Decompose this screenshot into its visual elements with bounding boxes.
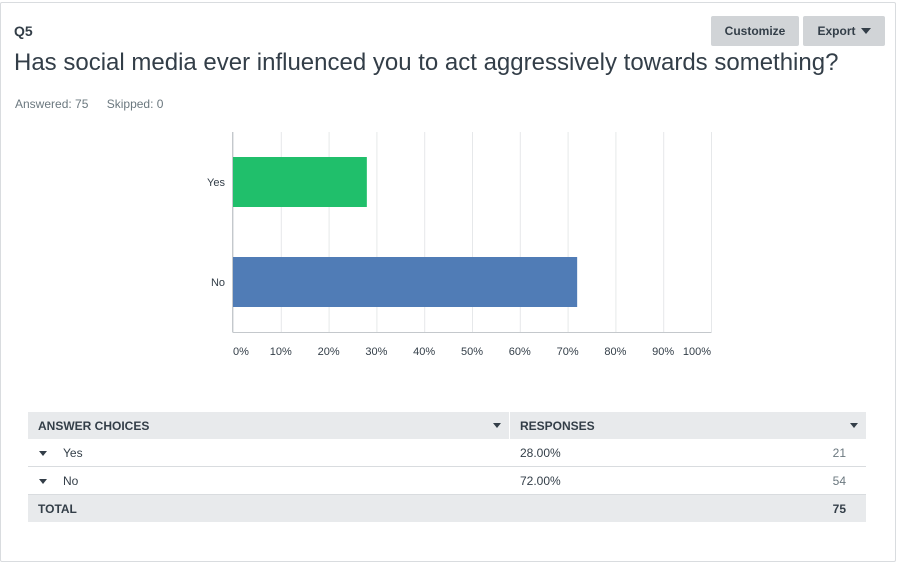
caret-down-icon [860,28,871,34]
row-count: 54 [832,474,846,488]
bar-no [233,257,578,307]
x-tick-label: 100% [683,346,711,358]
x-tick-label: 20% [318,346,340,358]
export-button[interactable]: Export [803,16,885,46]
x-tick-label: 80% [604,346,626,358]
responses-table: ANSWER CHOICES RESPONSES Yes 28.00% 21 N… [28,412,866,522]
row-percent: 28.00% [520,446,561,460]
table-row: Yes 28.00% 21 [28,439,866,467]
customize-label: Customize [724,24,786,38]
question-title: Has social media ever influenced you to … [14,49,839,76]
x-tick-label: 40% [413,346,435,358]
table-header: ANSWER CHOICES RESPONSES [28,412,866,439]
category-label: No [211,277,225,289]
table-total-row: TOTAL 75 [28,495,866,522]
bar-chart: Yes No 0% 10% 20% 30% 40% 50% 60% 70% 80% 90% 100% [207,132,712,358]
row-label: Yes [63,446,83,460]
bar-yes [233,157,367,207]
answered-count: Answered: 75 [15,97,89,111]
total-value: 75 [832,502,846,516]
row-percent: 72.00% [520,474,561,488]
x-tick-label: 30% [365,346,387,358]
responses-header[interactable]: RESPONSES [520,419,595,433]
x-tick-label: 50% [461,346,483,358]
expand-caret-icon[interactable] [39,479,47,484]
export-label: Export [817,24,856,38]
answer-choices-header[interactable]: ANSWER CHOICES [28,412,510,439]
sort-caret-icon[interactable] [850,423,858,428]
x-tick-label: 0% [233,346,249,358]
category-label: Yes [207,177,225,189]
x-tick-label: 60% [509,346,531,358]
question-number: Q5 [14,23,33,39]
sort-caret-icon[interactable] [493,423,501,428]
skipped-count: Skipped: 0 [106,97,164,111]
customize-button[interactable]: Customize [711,16,799,46]
response-stats: Answered: 75 Skipped: 0 [15,97,163,111]
table-row: No 72.00% 54 [28,467,866,495]
expand-caret-icon[interactable] [39,451,47,456]
x-tick-label: 70% [557,346,579,358]
row-count: 21 [832,446,846,460]
total-label: TOTAL [38,502,77,516]
x-tick-label: 90% [652,346,674,358]
x-tick-label: 10% [270,346,292,358]
row-label: No [63,474,79,488]
answer-choices-label: ANSWER CHOICES [38,419,150,433]
